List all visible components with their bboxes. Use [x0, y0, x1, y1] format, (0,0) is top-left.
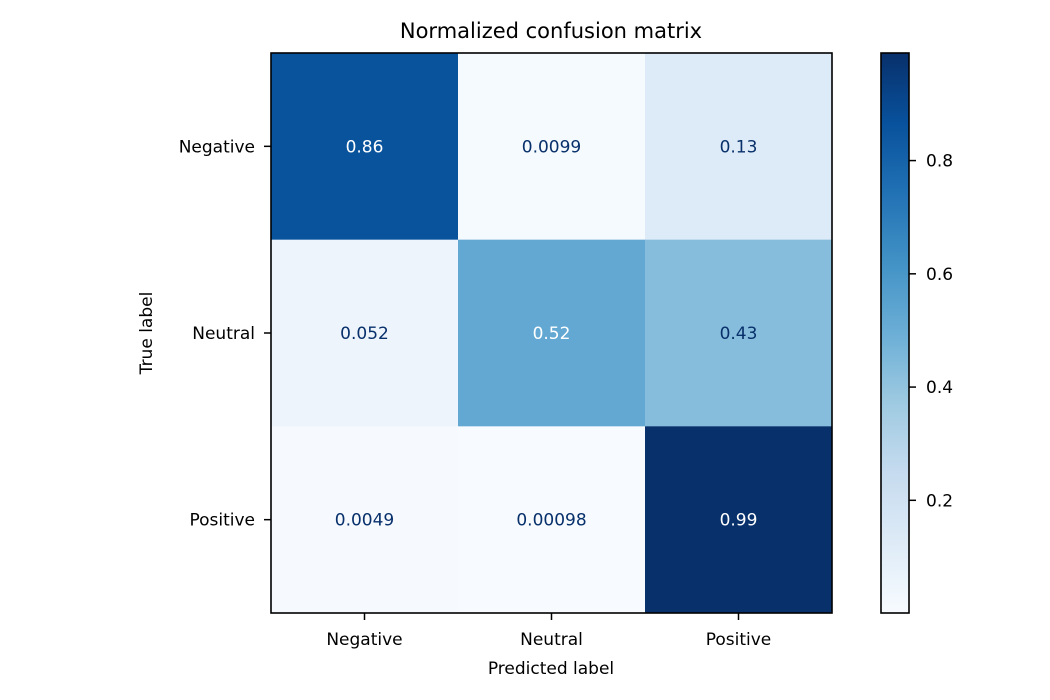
cell-value-label: 0.0099	[522, 137, 581, 157]
cell-neutral-positive	[645, 239, 833, 427]
cell-value-label: 0.52	[533, 324, 571, 344]
chart-title: Normalized confusion matrix	[400, 19, 702, 43]
cell-neutral-neutral	[458, 239, 646, 427]
y-tick-label: Neutral	[192, 324, 255, 344]
cell-value-label: 0.13	[720, 137, 758, 157]
cell-value-label: 0.99	[720, 511, 758, 531]
colorbar	[880, 52, 910, 614]
cell-value-label: 0.00098	[516, 511, 586, 531]
cell-value-label: 0.86	[346, 137, 384, 157]
cell-negative-negative	[271, 53, 459, 241]
cell-neutral-negative	[271, 239, 459, 427]
cell-negative-positive	[645, 53, 833, 241]
cell-negative-neutral	[458, 53, 646, 241]
cell-positive-negative	[271, 426, 459, 614]
y-tick-label: Positive	[189, 511, 255, 531]
colorbar-tick-label: 0.6	[926, 265, 953, 285]
colorbar-tick-label: 0.4	[926, 378, 953, 398]
x-tick-label: Negative	[326, 630, 402, 650]
cell-positive-neutral	[458, 426, 646, 614]
cell-value-label: 0.43	[720, 324, 758, 344]
x-axis-label: Predicted label	[488, 659, 614, 679]
y-axis-label: True label	[137, 292, 157, 376]
cell-positive-positive	[645, 426, 833, 614]
cell-value-label: 0.0049	[335, 511, 394, 531]
y-tick-label: Negative	[179, 137, 255, 157]
colorbar-tick-label: 0.8	[926, 152, 953, 172]
cell-value-label: 0.052	[340, 324, 389, 344]
x-tick-label: Neutral	[520, 630, 583, 650]
x-tick-label: Positive	[706, 630, 772, 650]
colorbar-tick-label: 0.2	[926, 491, 953, 511]
